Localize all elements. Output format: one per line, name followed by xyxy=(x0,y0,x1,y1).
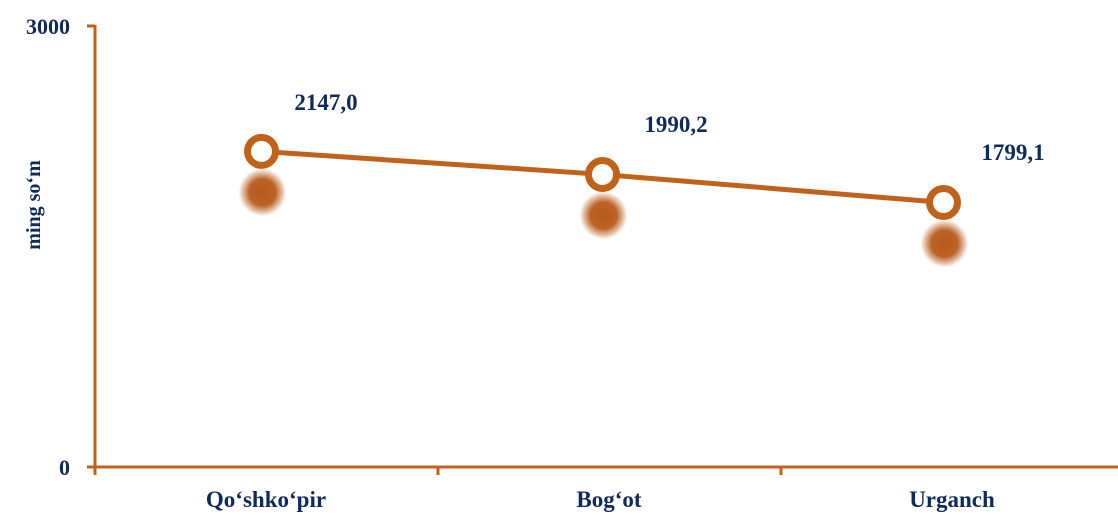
data-point xyxy=(926,185,961,221)
data-markers xyxy=(244,133,961,221)
data-point xyxy=(244,133,279,169)
y-axis-label: ming so‘m xyxy=(23,160,45,250)
x-category-label: Urganch xyxy=(909,487,995,512)
marker-shadow xyxy=(579,191,628,240)
data-label: 2147,0 xyxy=(294,90,357,115)
data-point xyxy=(585,156,620,192)
x-category-label: Bog‘ot xyxy=(576,487,642,512)
data-label: 1799,1 xyxy=(981,140,1044,165)
data-label: 1990,2 xyxy=(644,112,707,137)
marker-shadow xyxy=(920,219,969,268)
marker-shadows xyxy=(238,168,969,268)
x-category-label: Qo‘shko‘pir xyxy=(206,487,326,512)
y-tick-label-bottom: 0 xyxy=(59,455,70,480)
marker-shadow xyxy=(238,168,287,217)
y-tick-label-top: 3000 xyxy=(26,14,70,39)
